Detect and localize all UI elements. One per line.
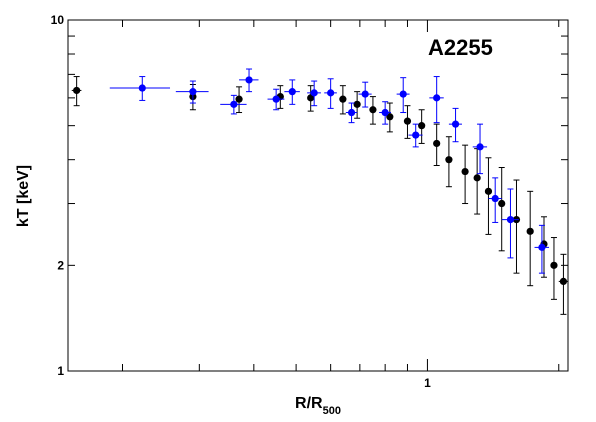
data-point: [559, 277, 568, 285]
x-axis-title: R/R500: [295, 395, 341, 417]
data-point: [189, 88, 197, 96]
data-point: [550, 261, 558, 269]
data-point: [476, 143, 484, 151]
data-point: [399, 90, 407, 98]
data-point: [138, 84, 146, 92]
data-point: [403, 117, 412, 125]
data-point: [538, 243, 546, 251]
y-tick-label: 2: [57, 258, 64, 272]
data-point: [339, 95, 347, 103]
cluster-label: A2255: [428, 35, 493, 60]
data-point: [526, 227, 534, 235]
data-point: [491, 194, 499, 203]
x-tick-label: 1: [424, 376, 431, 390]
data-point: [445, 156, 453, 164]
data-point: [73, 86, 81, 95]
data-point: [369, 106, 377, 114]
data-point: [327, 89, 335, 97]
data-point: [412, 131, 420, 139]
x-axis-title-subscript: 500: [323, 405, 341, 417]
y-axis-title: kT [keV]: [15, 165, 32, 227]
data-point: [484, 187, 493, 195]
data-point: [288, 88, 296, 96]
plot-frame: [67, 19, 569, 372]
series-black: [71, 76, 568, 315]
data-point: [473, 174, 481, 182]
data-point: [433, 94, 441, 102]
y-tick-label: 10: [51, 13, 65, 27]
data-point: [347, 108, 356, 117]
data-point: [451, 120, 460, 128]
data-point: [506, 215, 515, 224]
tick-labels: 1 2 10 1: [51, 13, 431, 390]
data-point: [272, 95, 280, 103]
y-tick-label: 1: [57, 364, 64, 378]
data-point: [461, 167, 469, 176]
data-point: [361, 90, 369, 98]
axis-ticks: [68, 19, 568, 372]
data-point: [386, 113, 394, 121]
series-blue: [109, 68, 550, 274]
data-point: [310, 89, 318, 97]
data-point: [230, 100, 238, 108]
data-point: [307, 94, 315, 102]
data-point: [498, 199, 506, 208]
data-point: [235, 95, 243, 103]
data-point: [381, 108, 389, 117]
data-point: [433, 139, 441, 148]
x-axis-title-main: R/R: [295, 395, 323, 412]
data-point: [353, 100, 361, 108]
data-point: [245, 76, 253, 84]
data-series: [71, 68, 568, 315]
data-point: [418, 122, 426, 130]
